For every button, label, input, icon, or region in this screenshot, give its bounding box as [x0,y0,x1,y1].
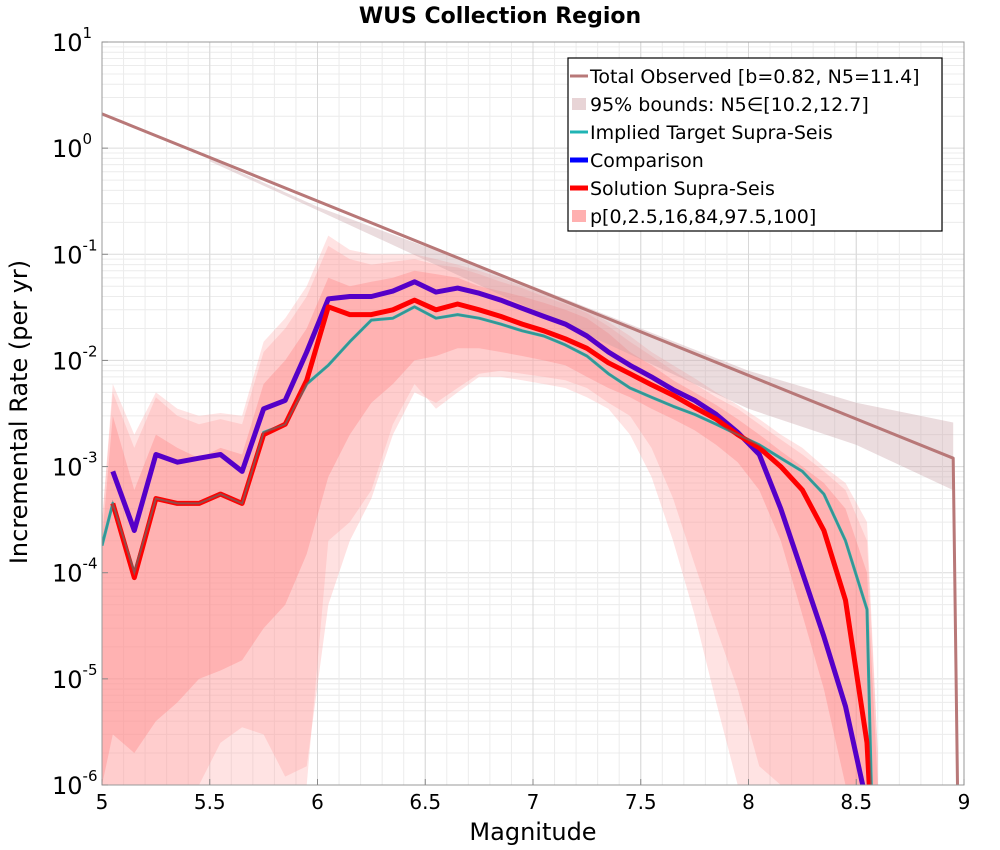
legend-swatch [572,210,586,222]
y-tick-label: 10-2 [52,342,98,375]
y-axis-label: Incremental Rate (per yr) [5,260,33,564]
legend: Total Observed [b=0.82, N5=11.4] 95% boun… [567,57,943,232]
y-tick-label: 10-1 [52,236,98,269]
x-tick-label: 6 [311,790,324,814]
x-tick-label: 8.5 [840,790,872,814]
legend-box [567,57,943,232]
x-tick-label: 5.5 [194,790,226,814]
y-tick-label: 101 [52,24,92,57]
x-axis-label: Magnitude [469,818,596,846]
x-axis-ticks: 5 5.5 6 6.5 7 7.5 8 8.5 9 [96,779,971,814]
chart-title: WUS Collection Region [359,4,641,29]
legend-swatch [572,98,586,110]
y-tick-label: 10-3 [52,449,98,482]
series-lines [102,112,959,785]
y-tick-label: 10-6 [52,767,98,800]
x-tick-label: 7.5 [625,790,657,814]
legend-label: Solution Supra-Seis [590,178,775,200]
legend-label: p[0,2.5,16,84,97.5,100] [590,206,816,228]
series-implied-target-shade [102,305,873,785]
y-tick-label: 10-4 [52,555,98,588]
y-tick-label: 10-5 [52,661,98,694]
x-tick-label: 6.5 [409,790,441,814]
observed-95-bounds [209,158,954,491]
x-tick-label: 7 [527,790,540,814]
legend-label: Total Observed [b=0.82, N5=11.4] [589,66,920,88]
y-tick-label: 100 [52,130,92,163]
legend-label: 95% bounds: N5∈[10.2,12.7] [590,94,869,116]
series-total-observed [102,112,959,785]
x-tick-label: 8 [742,790,755,814]
y-axis-ticks: 10-6 10-5 10-4 10-3 10-2 10-1 100 101 [52,24,108,800]
observed-bounds-band [209,158,954,491]
legend-label: Comparison [590,150,704,172]
x-tick-label: 9 [958,790,971,814]
x-tick-label: 5 [96,790,109,814]
legend-label: Implied Target Supra-Seis [590,122,833,144]
